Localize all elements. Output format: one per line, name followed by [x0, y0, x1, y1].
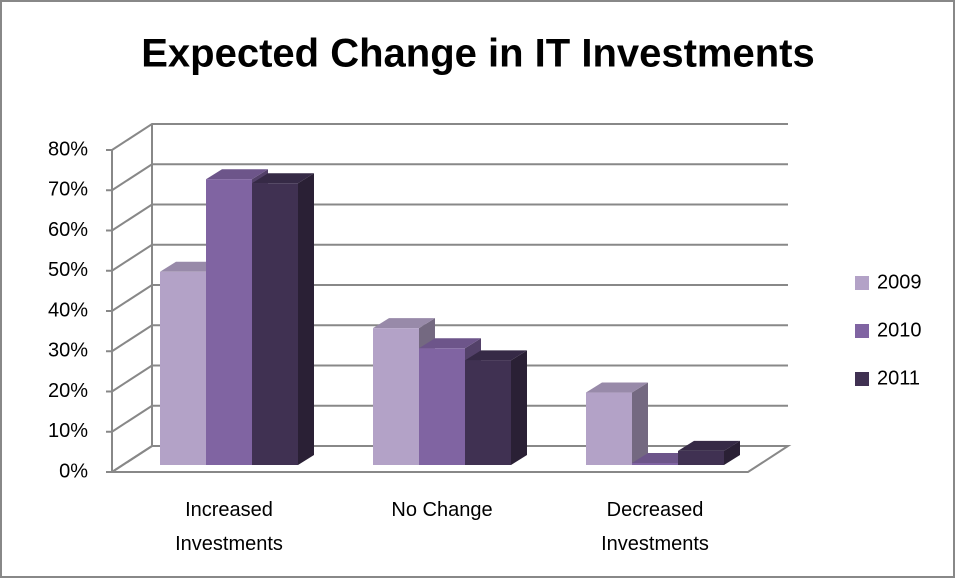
- bar-side: [724, 440, 740, 465]
- y-tick-label: 50%: [48, 259, 88, 281]
- legend-swatch: [855, 324, 869, 338]
- bar: [586, 392, 632, 465]
- bar: [419, 348, 465, 465]
- chart-title: Expected Change in IT Investments: [141, 32, 815, 76]
- grid-line: [111, 445, 788, 473]
- bar: [678, 450, 724, 465]
- bar-top: [419, 338, 481, 349]
- y-tick-label: 80%: [48, 138, 88, 160]
- x-tick-label: Decreased Investments: [601, 499, 709, 555]
- y-tick-label: 0%: [59, 460, 88, 482]
- legend-label: 2009: [877, 271, 922, 293]
- grid-line: [111, 243, 788, 272]
- legend-label: 2010: [877, 319, 922, 341]
- bar-side: [298, 173, 314, 465]
- x-tick-label: Increased Investments: [175, 499, 283, 555]
- bar-top: [465, 350, 527, 361]
- bar: [160, 271, 206, 465]
- grid-line: [111, 404, 788, 433]
- legend-swatch: [855, 372, 869, 386]
- bar: [373, 328, 419, 465]
- legend-swatch: [855, 276, 869, 290]
- bar-side: [632, 382, 648, 465]
- bar: [465, 360, 511, 465]
- grid-line: [111, 203, 788, 232]
- bar-top: [206, 169, 268, 180]
- grid-line: [111, 123, 788, 151]
- bar-top: [586, 382, 648, 393]
- grid-line: [111, 284, 788, 312]
- bar-top: [678, 440, 740, 451]
- y-tick-label: 30%: [48, 340, 88, 362]
- y-tick-label: 40%: [48, 299, 88, 321]
- grid-line: [111, 163, 788, 192]
- y-tick-label: 60%: [48, 219, 88, 241]
- bar-top: [373, 318, 435, 329]
- y-tick-label: 10%: [48, 420, 88, 442]
- grid-line: [111, 364, 788, 393]
- bar: [252, 183, 298, 465]
- bar: [632, 462, 678, 465]
- grid-line: [111, 324, 788, 353]
- y-tick-label: 70%: [48, 179, 88, 201]
- bar: [206, 179, 252, 465]
- bar-top: [252, 173, 314, 184]
- x-tick-label: No Change: [391, 499, 493, 521]
- y-tick-label: 20%: [48, 380, 88, 402]
- legend-label: 2011: [877, 367, 920, 389]
- bar-side: [511, 350, 527, 465]
